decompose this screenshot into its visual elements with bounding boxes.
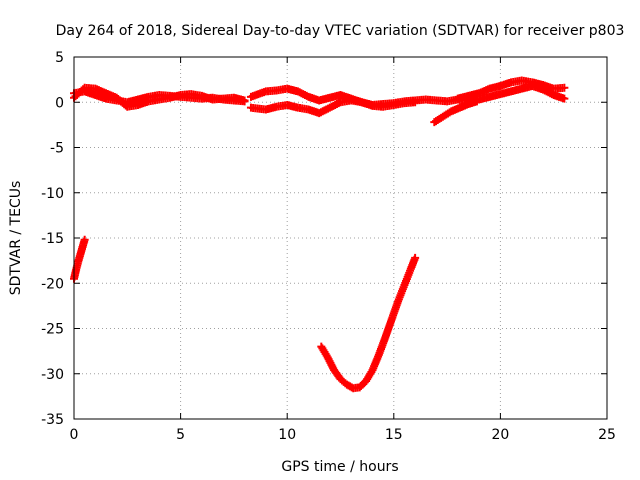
axis-ticks: 0 5 10 15 20 25 5 0 -5 -10 -15 -20 -25 -30 -35 [41, 50, 616, 443]
y-tick-label: -5 [50, 141, 64, 157]
series [430, 97, 481, 127]
x-tick-label: 20 [491, 427, 509, 443]
x-tick-label: 10 [278, 427, 296, 443]
series [246, 84, 462, 109]
series [70, 83, 249, 111]
data-point [80, 235, 89, 244]
y-tick-label: -30 [41, 367, 64, 383]
data-point [411, 98, 420, 107]
y-tick-label: -25 [41, 322, 64, 338]
chart-title: Day 264 of 2018, Sidereal Day-to-day VTE… [56, 23, 625, 39]
y-axis-title: SDTVAR / TECUs [8, 181, 24, 296]
x-tick-label: 5 [176, 427, 185, 443]
y-tick-label: 0 [55, 95, 64, 111]
grid [74, 57, 607, 419]
data-point [472, 97, 481, 106]
x-axis-title: GPS time / hours [281, 459, 398, 475]
y-tick-label: -20 [41, 276, 64, 292]
data-point [560, 94, 569, 103]
y-tick-label: -35 [41, 412, 64, 428]
x-tick-label: 15 [385, 427, 403, 443]
x-tick-label: 0 [70, 427, 79, 443]
y-tick-label: 5 [55, 50, 64, 66]
y-tick-label: -10 [41, 186, 64, 202]
data-point [560, 83, 569, 92]
data-points [70, 76, 569, 393]
data-point [240, 96, 249, 105]
series [317, 253, 420, 393]
plot-frame [73, 56, 608, 420]
data-point [411, 253, 420, 262]
y-tick-label: -15 [41, 231, 64, 247]
series [70, 235, 89, 283]
x-tick-label: 25 [598, 427, 616, 443]
series [246, 96, 420, 118]
